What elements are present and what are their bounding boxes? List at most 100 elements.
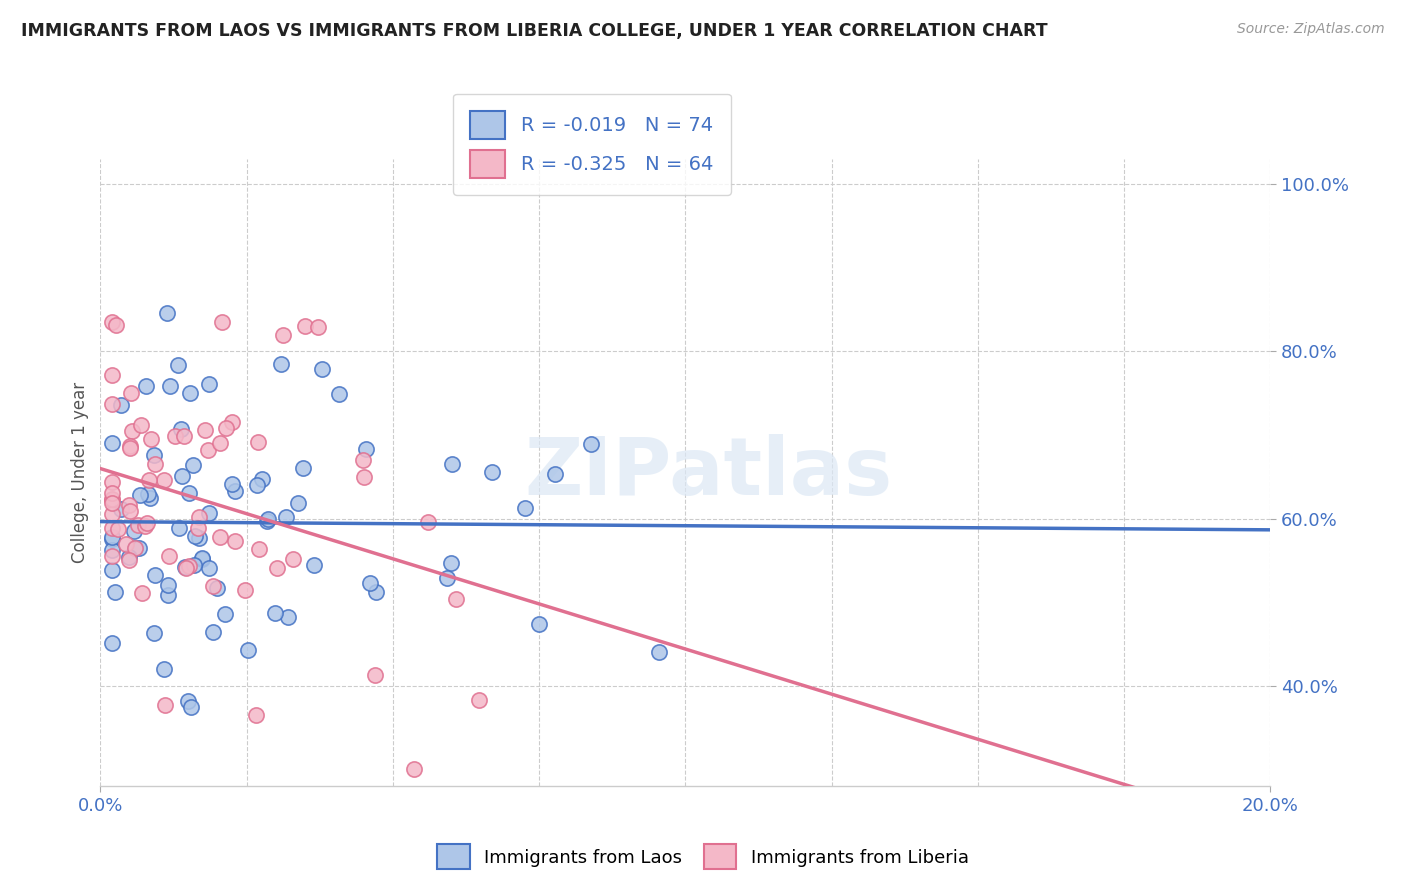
Point <box>246 435 269 450</box>
Point <box>136 487 159 501</box>
Point <box>544 467 567 482</box>
Point <box>198 561 221 575</box>
Point <box>307 320 329 334</box>
Point <box>247 541 270 556</box>
Point <box>180 699 202 714</box>
Point <box>157 588 180 602</box>
Point <box>159 378 181 392</box>
Point <box>174 560 197 574</box>
Point <box>402 763 425 777</box>
Point <box>440 556 463 570</box>
Point <box>197 443 219 458</box>
Point <box>101 397 124 411</box>
Point <box>107 522 129 536</box>
Point <box>647 645 669 659</box>
Point <box>444 591 467 606</box>
Point <box>157 549 180 563</box>
Point <box>205 581 228 595</box>
Point <box>122 524 145 538</box>
Point <box>101 491 124 506</box>
Point <box>263 606 285 620</box>
Point <box>224 534 246 549</box>
Point <box>579 436 602 450</box>
Point <box>118 441 141 455</box>
Point <box>197 506 219 520</box>
Point <box>127 517 149 532</box>
Point <box>170 468 193 483</box>
Point <box>156 306 179 320</box>
Point <box>481 465 503 479</box>
Point <box>136 516 159 530</box>
Point <box>266 560 288 574</box>
Point <box>440 457 463 471</box>
Point <box>201 579 224 593</box>
Point <box>181 458 204 473</box>
Point <box>118 553 141 567</box>
Point <box>277 610 299 624</box>
Point <box>188 531 211 545</box>
Point <box>209 530 232 544</box>
Point <box>131 586 153 600</box>
Point <box>273 328 295 343</box>
Point <box>184 529 207 543</box>
Point <box>101 564 124 578</box>
Point <box>145 568 167 582</box>
Point <box>177 485 200 500</box>
Point <box>436 571 458 585</box>
Point <box>179 386 201 401</box>
Point <box>101 496 124 510</box>
Point <box>292 460 315 475</box>
Text: IMMIGRANTS FROM LAOS VS IMMIGRANTS FROM LIBERIA COLLEGE, UNDER 1 YEAR CORRELATIO: IMMIGRANTS FROM LAOS VS IMMIGRANTS FROM … <box>21 22 1047 40</box>
Y-axis label: College, Under 1 year: College, Under 1 year <box>72 382 89 563</box>
Point <box>328 387 350 401</box>
Point <box>209 436 232 450</box>
Point <box>153 698 176 712</box>
Point <box>246 477 269 491</box>
Point <box>276 509 298 524</box>
Point <box>270 357 292 371</box>
Point <box>167 358 190 372</box>
Point <box>143 448 166 462</box>
Point <box>101 542 124 557</box>
Point <box>139 491 162 505</box>
Point <box>135 378 157 392</box>
Point <box>236 642 259 657</box>
Point <box>245 707 267 722</box>
Point <box>366 585 388 599</box>
Point <box>101 635 124 649</box>
Point <box>143 457 166 471</box>
Point <box>363 667 385 681</box>
Point <box>177 559 200 574</box>
Legend: Immigrants from Laos, Immigrants from Liberia: Immigrants from Laos, Immigrants from Li… <box>429 835 977 879</box>
Point <box>304 558 326 572</box>
Point <box>202 624 225 639</box>
Point <box>191 552 214 566</box>
Point <box>118 498 141 512</box>
Point <box>165 429 187 443</box>
Point <box>118 550 141 565</box>
Point <box>197 376 219 391</box>
Point <box>101 532 124 546</box>
Point <box>101 475 124 489</box>
Point <box>281 551 304 566</box>
Point <box>139 432 162 446</box>
Point <box>134 518 156 533</box>
Point <box>153 662 176 676</box>
Point <box>250 472 273 486</box>
Text: Source: ZipAtlas.com: Source: ZipAtlas.com <box>1237 22 1385 37</box>
Point <box>110 502 132 516</box>
Point <box>233 583 256 598</box>
Point <box>101 485 124 500</box>
Point <box>177 694 200 708</box>
Point <box>167 521 190 535</box>
Point <box>188 510 211 524</box>
Point <box>224 484 246 499</box>
Point <box>513 500 536 515</box>
Point <box>104 318 127 332</box>
Point <box>103 584 125 599</box>
Point <box>352 453 374 467</box>
Point <box>101 521 124 535</box>
Point <box>120 386 142 401</box>
Text: ZIPatlas: ZIPatlas <box>524 434 893 512</box>
Point <box>527 617 550 632</box>
